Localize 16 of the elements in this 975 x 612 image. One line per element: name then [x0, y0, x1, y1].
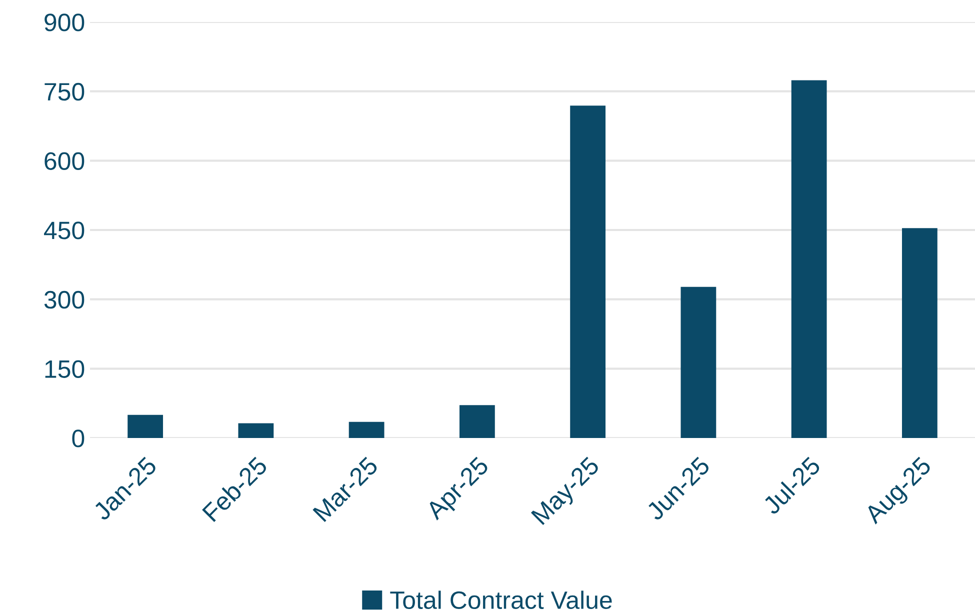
- legend-label: Total Contract Value: [390, 590, 612, 610]
- bar: [348, 422, 384, 438]
- y-tick-label: 300: [44, 290, 84, 309]
- y-tick-label: 900: [44, 14, 84, 32]
- bar: [570, 106, 606, 438]
- bar: [238, 423, 274, 438]
- bar: [680, 286, 716, 438]
- y-tick-label: 450: [44, 222, 84, 240]
- y-tick-label: 750: [44, 82, 84, 101]
- bar: [128, 414, 164, 438]
- bar: [791, 80, 827, 438]
- y-tick-label: 0: [72, 430, 84, 448]
- bar: [902, 228, 938, 438]
- y-tick-label: 150: [45, 360, 84, 378]
- bar: [459, 405, 495, 438]
- y-tick-label: 600: [44, 152, 84, 170]
